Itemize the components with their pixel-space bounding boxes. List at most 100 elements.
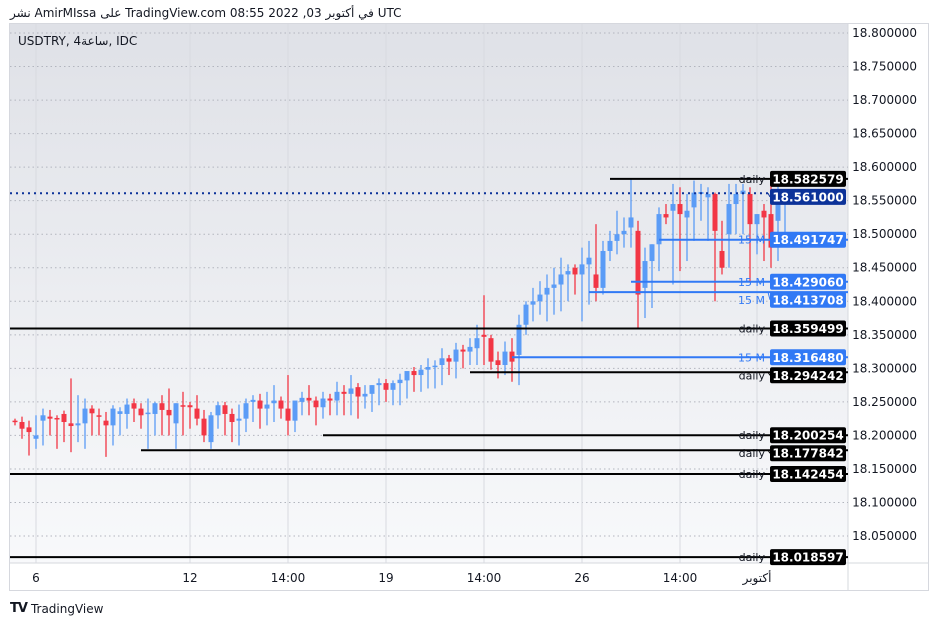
level-price-badge xyxy=(770,170,846,187)
candle xyxy=(390,380,396,406)
x-tick-label: أكتوبر xyxy=(742,570,772,586)
candle xyxy=(285,375,291,436)
candle xyxy=(691,180,697,241)
candle xyxy=(47,409,53,436)
candle-body xyxy=(103,420,109,426)
candle xyxy=(474,324,480,365)
candle-body xyxy=(404,371,410,381)
level-price-badge xyxy=(770,367,846,384)
candle xyxy=(439,348,445,386)
candle-body xyxy=(635,230,641,295)
candle xyxy=(61,410,67,443)
candle xyxy=(110,405,116,446)
candle xyxy=(565,264,571,302)
x-tick-label: 14:00 xyxy=(467,571,502,585)
candle-body xyxy=(481,334,487,337)
candle-body xyxy=(656,214,662,245)
y-tick-label: 18.050000 xyxy=(852,529,917,543)
x-tick-label: 6 xyxy=(32,571,40,585)
candle xyxy=(663,204,669,225)
level-tag: daily xyxy=(739,551,766,564)
candle xyxy=(194,395,200,426)
candle-body xyxy=(26,427,32,433)
level-price-label: 18.582579 xyxy=(772,172,843,186)
candle-body xyxy=(411,371,417,376)
candle-body xyxy=(516,324,522,355)
candle-body xyxy=(12,420,18,423)
candle xyxy=(418,364,424,392)
candle xyxy=(250,395,256,423)
candle xyxy=(19,416,25,439)
candle xyxy=(754,214,760,255)
candle xyxy=(264,391,270,426)
candle xyxy=(726,183,732,268)
candle-body xyxy=(439,358,445,365)
level-price-badge xyxy=(770,273,846,290)
candle-body xyxy=(726,204,732,235)
candle xyxy=(33,415,39,449)
candle xyxy=(222,401,228,436)
level-tag: daily xyxy=(739,369,766,382)
candle xyxy=(621,217,627,248)
candle-body xyxy=(320,398,326,408)
level-price-label: 18.200254 xyxy=(772,429,843,443)
candle xyxy=(187,401,193,429)
candle-body xyxy=(145,412,151,415)
candle xyxy=(166,388,172,436)
candle-body xyxy=(124,404,130,414)
candle xyxy=(635,220,641,329)
candle-body xyxy=(355,387,361,397)
candle-body xyxy=(565,271,571,275)
candle xyxy=(341,385,347,416)
candle-body xyxy=(537,294,543,302)
current-price-badge xyxy=(770,188,846,205)
y-tick-label: 18.750000 xyxy=(852,60,917,74)
candle xyxy=(103,411,109,457)
candle-body xyxy=(600,250,606,288)
candle xyxy=(502,341,508,376)
candle xyxy=(138,403,144,429)
level-price-badge xyxy=(770,427,846,444)
candle-body xyxy=(61,413,67,423)
candle xyxy=(705,187,711,241)
candle-body xyxy=(208,415,214,443)
candle xyxy=(649,244,655,308)
candle-body xyxy=(488,338,494,362)
level-price-label: 18.316480 xyxy=(772,351,843,365)
candle-body xyxy=(474,338,480,349)
candle-body xyxy=(691,192,697,208)
candle-body xyxy=(334,391,340,401)
candle xyxy=(747,187,753,282)
candle-body xyxy=(467,346,473,352)
candle-body xyxy=(285,408,291,421)
candle xyxy=(684,193,690,262)
candle xyxy=(89,405,95,436)
level-price-label: 18.491747 xyxy=(772,233,843,247)
candle-body xyxy=(733,193,739,205)
candle-body xyxy=(761,210,767,218)
y-tick-label: 18.700000 xyxy=(852,93,917,107)
candle xyxy=(82,398,88,449)
candle-body xyxy=(705,193,711,198)
candle xyxy=(453,342,459,379)
candle-body xyxy=(663,214,669,218)
candle-body xyxy=(299,397,305,402)
level-tag: 15 M xyxy=(738,234,765,247)
candle-body xyxy=(348,388,354,394)
candle-body xyxy=(446,358,452,362)
candle-body xyxy=(670,204,676,211)
y-tick-label: 18.650000 xyxy=(852,127,917,141)
candle xyxy=(425,358,431,389)
candle xyxy=(628,179,634,248)
candle-body xyxy=(327,398,333,401)
candle-body xyxy=(551,284,557,288)
candle-body xyxy=(152,403,158,414)
candle-body xyxy=(418,369,424,376)
candle-body xyxy=(362,393,368,397)
candle xyxy=(68,378,74,453)
badge-connector xyxy=(767,450,771,454)
candle xyxy=(572,264,578,295)
candle xyxy=(145,398,151,449)
candle xyxy=(362,385,368,409)
